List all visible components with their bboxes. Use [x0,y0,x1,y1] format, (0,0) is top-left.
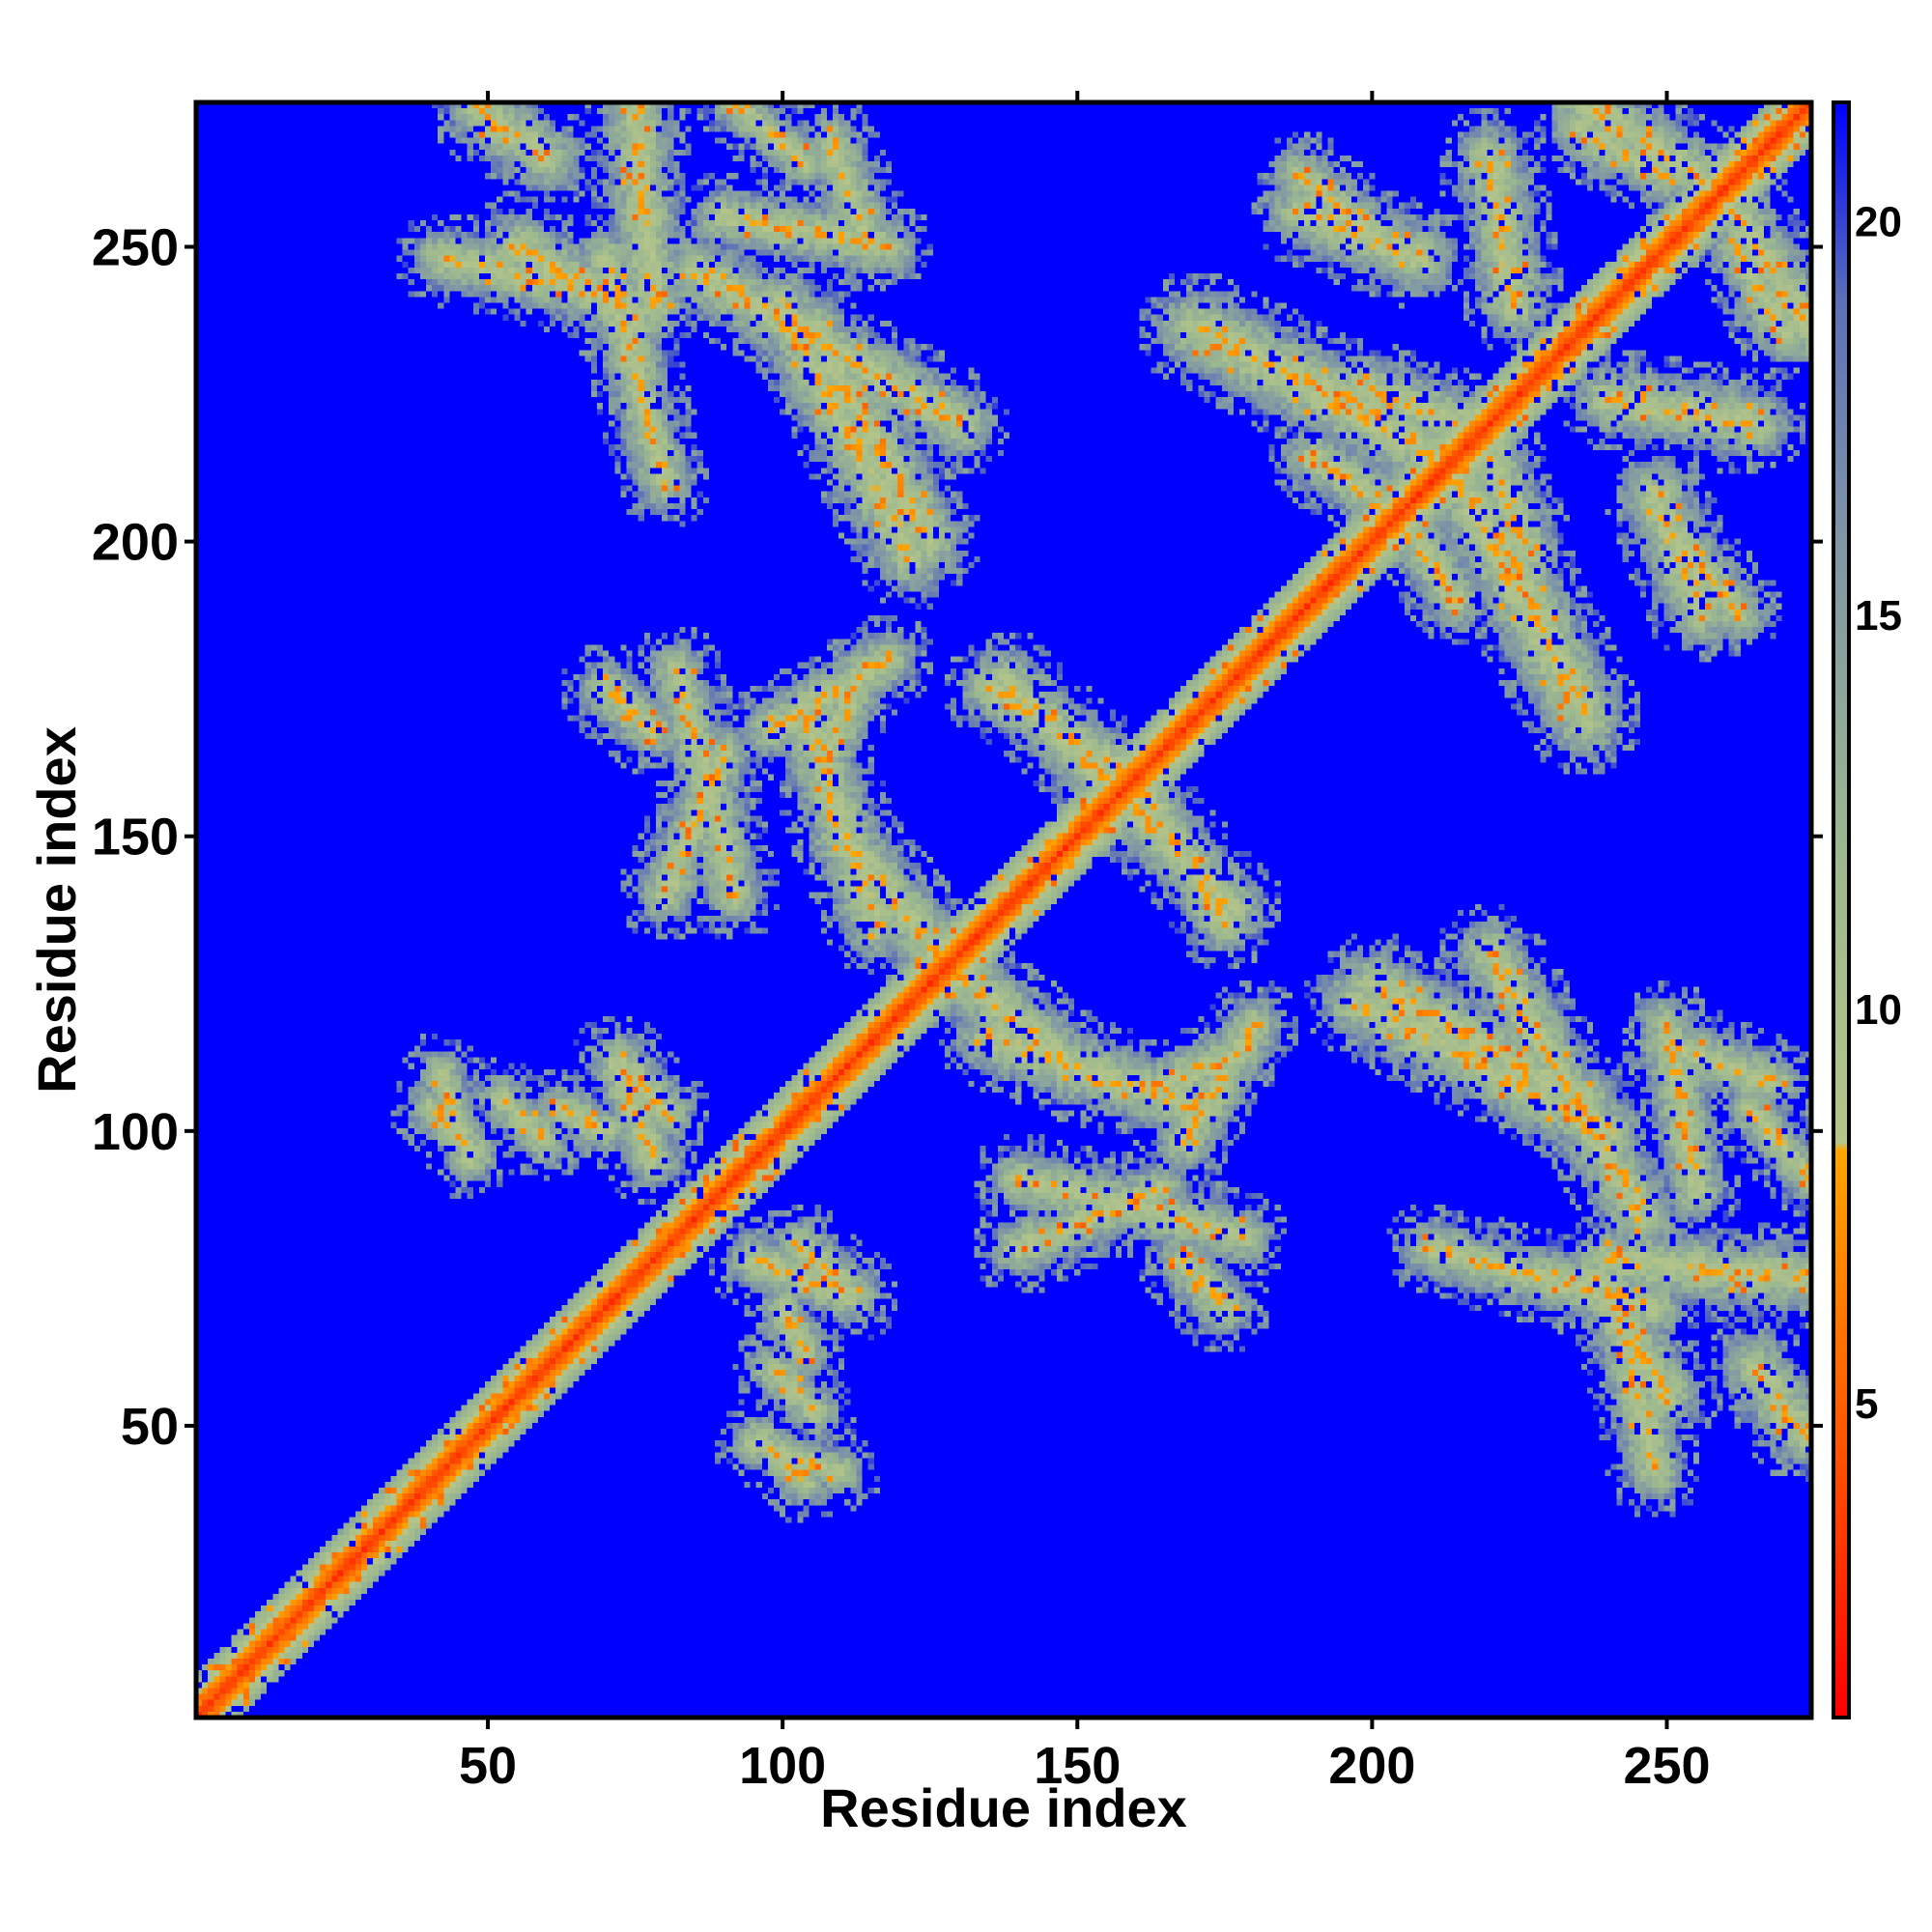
y-tick-label: 250 [92,219,179,277]
colorbar-ticks: 5 10 15 20 [1855,198,1902,1427]
y-tick-label: 200 [92,514,179,572]
y-axis: 50 100 150 200 250 [92,219,1823,1456]
heatmap-image [196,102,1811,1718]
y-axis-title: Residue index [26,726,87,1094]
x-tick-label: 200 [1328,1737,1415,1795]
colorbar-tick-label: 15 [1855,592,1902,639]
x-tick-label: 250 [1623,1737,1710,1795]
y-tick-label: 100 [92,1103,179,1161]
x-tick-label: 50 [459,1737,517,1795]
x-axis: 50 100 150 200 250 [459,91,1711,1795]
colorbar-tick-label: 10 [1855,986,1902,1034]
x-tick-label: 100 [739,1737,826,1795]
colorbar [1832,100,1851,1719]
plot-frame [193,99,1814,1720]
x-axis-title: Residue index [820,1777,1187,1838]
colorbar-tick-label: 5 [1855,1380,1878,1428]
x-tick-label: 150 [1034,1737,1121,1795]
y-tick-label: 50 [121,1398,179,1456]
colorbar-tick-label: 20 [1855,198,1902,245]
heatmap-cells [196,102,1811,1718]
y-tick-label: 150 [92,809,179,867]
